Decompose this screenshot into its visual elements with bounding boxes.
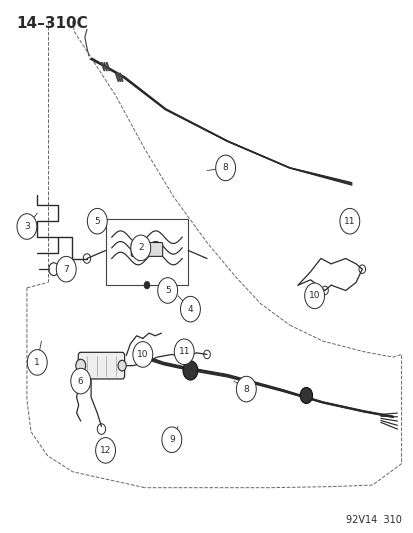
Circle shape xyxy=(95,438,115,463)
Text: 9: 9 xyxy=(169,435,174,444)
Circle shape xyxy=(157,278,177,303)
Circle shape xyxy=(174,339,194,365)
Circle shape xyxy=(304,283,324,309)
Circle shape xyxy=(183,361,197,380)
Circle shape xyxy=(144,281,150,289)
Circle shape xyxy=(215,155,235,181)
Text: 1: 1 xyxy=(34,358,40,367)
Circle shape xyxy=(161,427,181,453)
Circle shape xyxy=(71,368,90,394)
Circle shape xyxy=(118,360,126,371)
Text: 2: 2 xyxy=(138,244,143,252)
Text: 5: 5 xyxy=(94,217,100,225)
FancyBboxPatch shape xyxy=(131,243,162,256)
Circle shape xyxy=(339,208,359,234)
Text: 5: 5 xyxy=(164,286,170,295)
Circle shape xyxy=(27,350,47,375)
Text: 11: 11 xyxy=(343,217,355,225)
Text: 6: 6 xyxy=(78,377,83,385)
Text: 4: 4 xyxy=(187,305,193,313)
Circle shape xyxy=(236,376,256,402)
Text: 7: 7 xyxy=(63,265,69,273)
FancyBboxPatch shape xyxy=(78,352,124,379)
Circle shape xyxy=(76,359,85,372)
Text: 14–310C: 14–310C xyxy=(17,16,88,31)
Text: 11: 11 xyxy=(178,348,190,356)
Text: 8: 8 xyxy=(222,164,228,172)
Circle shape xyxy=(87,208,107,234)
Text: 10: 10 xyxy=(308,292,320,300)
Circle shape xyxy=(17,214,37,239)
Circle shape xyxy=(180,296,200,322)
Text: 92V14  310: 92V14 310 xyxy=(345,515,401,525)
Text: 3: 3 xyxy=(24,222,30,231)
Circle shape xyxy=(133,342,152,367)
Text: 12: 12 xyxy=(100,446,111,455)
Text: 8: 8 xyxy=(243,385,249,393)
Circle shape xyxy=(299,387,312,403)
Circle shape xyxy=(56,256,76,282)
Circle shape xyxy=(131,235,150,261)
Text: 10: 10 xyxy=(137,350,148,359)
